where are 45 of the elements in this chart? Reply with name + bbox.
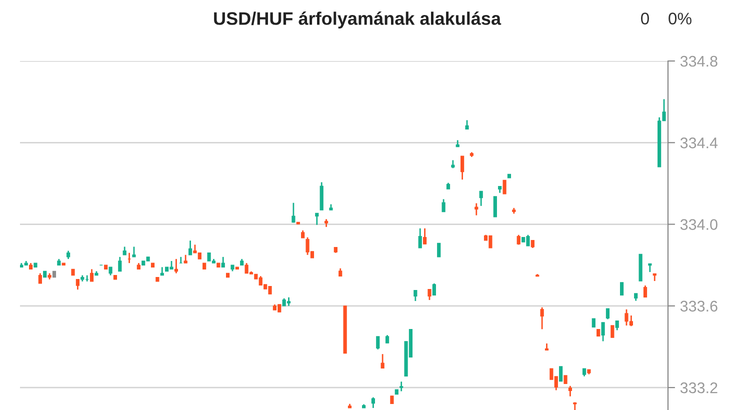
candlestick — [320, 182, 324, 211]
candlestick — [292, 202, 296, 224]
candlestick — [559, 366, 563, 382]
y-tick-label: 334.4 — [680, 138, 718, 148]
candlestick — [573, 402, 577, 410]
candlestick — [643, 284, 648, 298]
candlestick — [221, 256, 225, 268]
candlestick — [432, 282, 436, 296]
candlestick — [174, 258, 178, 274]
candlestick — [442, 198, 446, 213]
candlestick — [118, 256, 122, 272]
candlestick — [371, 396, 376, 409]
y-tick-label: 333.2 — [680, 382, 718, 394]
candlestick — [606, 308, 610, 320]
candlestick — [615, 320, 619, 331]
text: 0 — [641, 12, 649, 24]
candlestick — [315, 212, 319, 226]
candlestick — [422, 228, 427, 245]
candlestick — [610, 325, 614, 338]
candlestick — [474, 202, 478, 216]
candlestick — [418, 228, 422, 249]
candlestick — [502, 180, 506, 194]
candlestick — [76, 278, 80, 290]
candlestick — [90, 268, 94, 282]
text: 0% — [668, 12, 692, 24]
candlestick — [601, 322, 605, 342]
candlestick — [493, 196, 497, 218]
candlestick — [188, 240, 192, 256]
candlestick — [620, 282, 624, 296]
candlestick — [540, 306, 544, 330]
y-tick-label: 334.8 — [680, 56, 718, 67]
candlestick — [437, 242, 441, 258]
y-tick-label: 334.0 — [680, 219, 718, 230]
candlestick — [38, 272, 42, 284]
chart-title: USD/HUF árfolyamának alakulása — [214, 12, 502, 28]
candlestick — [414, 290, 418, 302]
y-tick-label: 333.6 — [680, 300, 718, 312]
candlestick — [479, 190, 483, 207]
candlestick — [428, 288, 432, 301]
candlestick — [376, 336, 380, 350]
candlestick — [132, 246, 136, 258]
candlestick — [400, 380, 404, 392]
candlestick — [568, 385, 572, 398]
candlestick — [460, 155, 464, 180]
candlestick — [380, 353, 384, 369]
